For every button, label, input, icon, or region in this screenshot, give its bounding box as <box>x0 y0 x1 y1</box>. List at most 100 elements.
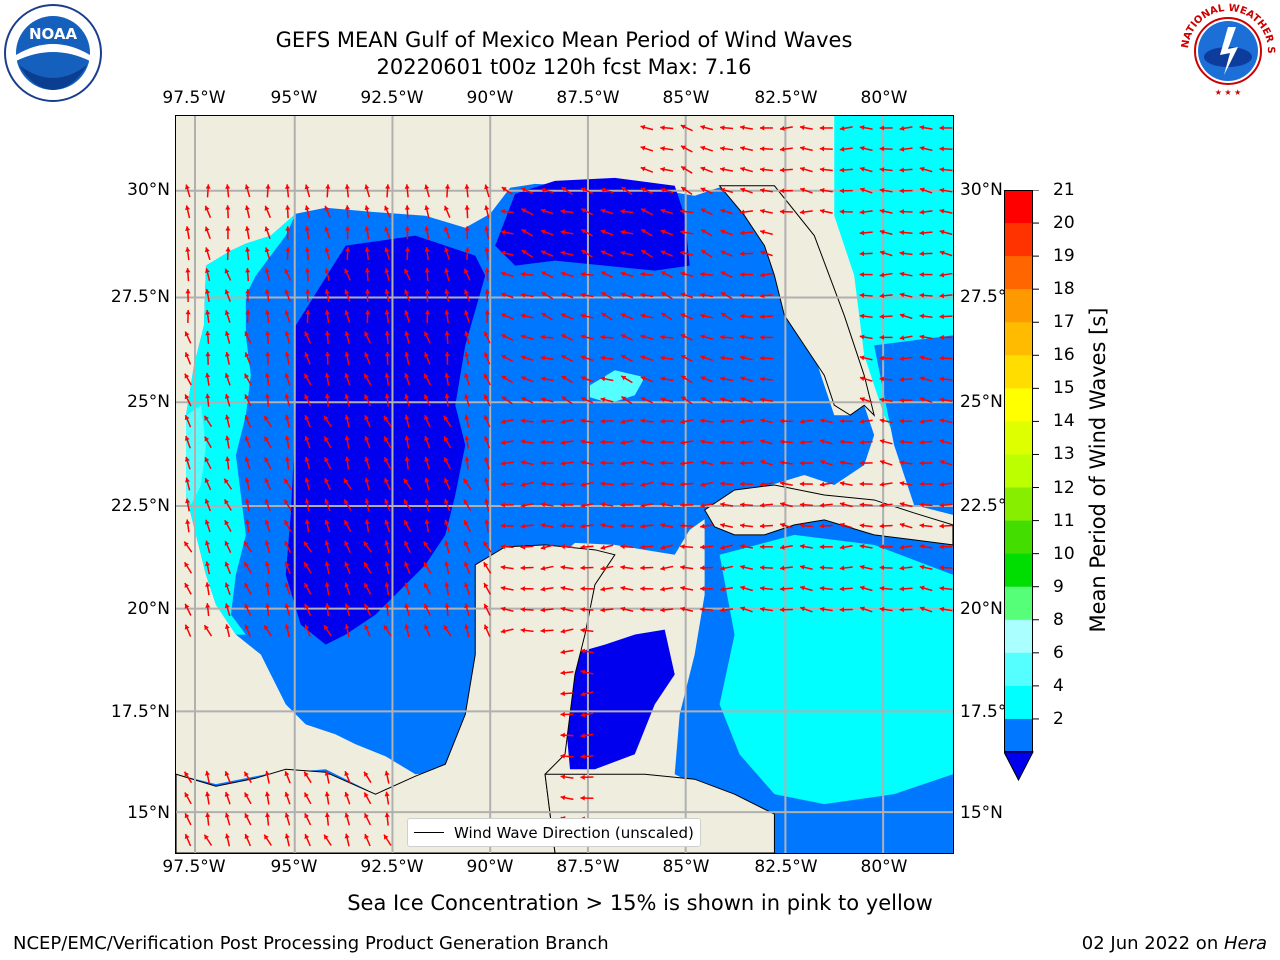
wind-arrow-head <box>839 418 845 424</box>
wind-arrow-head <box>720 376 725 382</box>
wind-arrow-head <box>760 502 765 508</box>
wind-arrow-head <box>204 268 210 274</box>
wind-arrow-head <box>463 478 469 484</box>
wind-arrow-head <box>264 561 270 567</box>
wind-arrow-head <box>324 561 330 567</box>
wind-arrow-head <box>384 226 390 232</box>
wind-arrow-head <box>620 606 626 612</box>
wind-arrow-head <box>680 544 685 550</box>
wind-arrow-head <box>600 607 605 613</box>
wind-arrow-head <box>424 394 429 400</box>
wind-arrow-head <box>640 376 646 381</box>
wind-arrow-head <box>344 184 350 189</box>
wind-arrow-head <box>740 145 745 151</box>
wind-arrow-head <box>680 313 686 319</box>
wind-arrow-head <box>620 229 626 235</box>
wind-arrow-head <box>640 166 646 172</box>
wind-arrow-head <box>364 415 370 421</box>
wind-arrow-head <box>424 415 429 421</box>
wind-arrow-head <box>760 606 765 612</box>
wind-arrow-head <box>244 541 249 547</box>
wind-arrow-head <box>245 519 251 525</box>
wind-arrow-head <box>700 523 705 529</box>
wind-arrow-head <box>580 355 586 361</box>
wind-arrow-head <box>384 330 390 336</box>
wind-arrow-head <box>224 289 230 295</box>
wind-arrow-head <box>205 393 211 399</box>
wind-arrow-head <box>879 272 885 278</box>
wind-arrow-head <box>205 582 211 587</box>
lon-label-top: 95°W <box>270 88 318 108</box>
wind-arrow-head <box>520 292 526 298</box>
wind-arrow-head <box>620 585 626 591</box>
wind-arrow-head <box>919 271 924 278</box>
wind-arrow-head <box>500 606 506 612</box>
wind-arrow-head <box>581 187 586 193</box>
wind-arrow-head <box>740 523 745 529</box>
wind-arrow-head <box>540 397 546 403</box>
wind-arrow-head <box>939 250 945 256</box>
wind-arrow-head <box>501 187 507 192</box>
wind-arrow-head <box>540 586 546 592</box>
wind-arrow-head <box>839 460 845 466</box>
colorbar-segment <box>1004 289 1033 323</box>
wind-arrow-head <box>700 460 706 466</box>
wind-arrow-head <box>184 834 190 840</box>
wind-arrow-head <box>404 352 410 357</box>
wind-arrow-head <box>600 481 605 487</box>
wind-arrow-head <box>324 436 329 442</box>
wind-arrow-head <box>859 313 865 319</box>
wind-arrow-head <box>600 250 606 256</box>
wind-arrow-head <box>344 520 349 526</box>
wind-arrow-head <box>520 313 526 319</box>
wind-arrow-head <box>939 565 944 571</box>
wind-arrow-head <box>245 309 251 315</box>
wind-arrow-head <box>560 585 566 591</box>
wind-arrow-head <box>264 247 270 253</box>
wind-arrow-head <box>581 208 587 214</box>
wind-arrow-head <box>365 309 371 315</box>
wind-arrow-head <box>759 544 765 550</box>
wind-arrow-head <box>224 771 230 777</box>
wind-arrow-head <box>919 376 925 382</box>
wind-arrow-head <box>364 352 370 358</box>
wind-arrow-head <box>364 562 369 568</box>
wind-arrow-head <box>384 457 389 463</box>
wind-arrow-head <box>939 459 945 465</box>
wind-arrow-head <box>324 310 330 315</box>
wind-arrow-head <box>700 208 706 214</box>
wind-arrow-head <box>205 184 211 189</box>
wind-arrow-head <box>483 624 489 630</box>
wind-arrow-head <box>464 435 470 441</box>
wind-arrow-head <box>404 226 410 231</box>
wind-arrow-head <box>759 125 765 131</box>
wind-arrow-head <box>265 812 271 818</box>
wind-arrow-head <box>939 585 945 592</box>
wind-arrow-head <box>424 247 430 252</box>
wind-arrow-head <box>621 375 627 381</box>
wind-arrow-head <box>700 334 706 340</box>
wind-arrow-head <box>344 352 350 357</box>
wind-arrow-head <box>779 146 785 152</box>
wind-arrow-head <box>799 460 805 466</box>
wind-arrow-head <box>859 564 865 570</box>
wind-arrow-head <box>660 522 666 528</box>
wind-arrow-head <box>184 792 190 798</box>
lon-label-top: 85°W <box>662 88 710 108</box>
wind-arrow-head <box>640 396 646 402</box>
wind-arrow-head <box>265 351 271 357</box>
wind-arrow-head <box>424 624 429 630</box>
wind-arrow-head <box>184 331 190 337</box>
wind-arrow-head <box>919 209 925 215</box>
wind-arrow-head <box>184 771 190 777</box>
lon-label-top: 97.5°W <box>162 88 226 108</box>
wind-arrow-head <box>424 519 430 525</box>
wind-arrow-head <box>759 355 765 361</box>
colorbar-tick-label: 12 <box>1053 477 1075 498</box>
wind-arrow-head <box>859 418 865 425</box>
wind-arrow-head <box>284 520 289 526</box>
wind-arrow-head <box>540 460 545 466</box>
wind-arrow-head <box>284 373 290 379</box>
wind-arrow-head <box>819 585 825 592</box>
wind-arrow-head <box>580 606 585 613</box>
